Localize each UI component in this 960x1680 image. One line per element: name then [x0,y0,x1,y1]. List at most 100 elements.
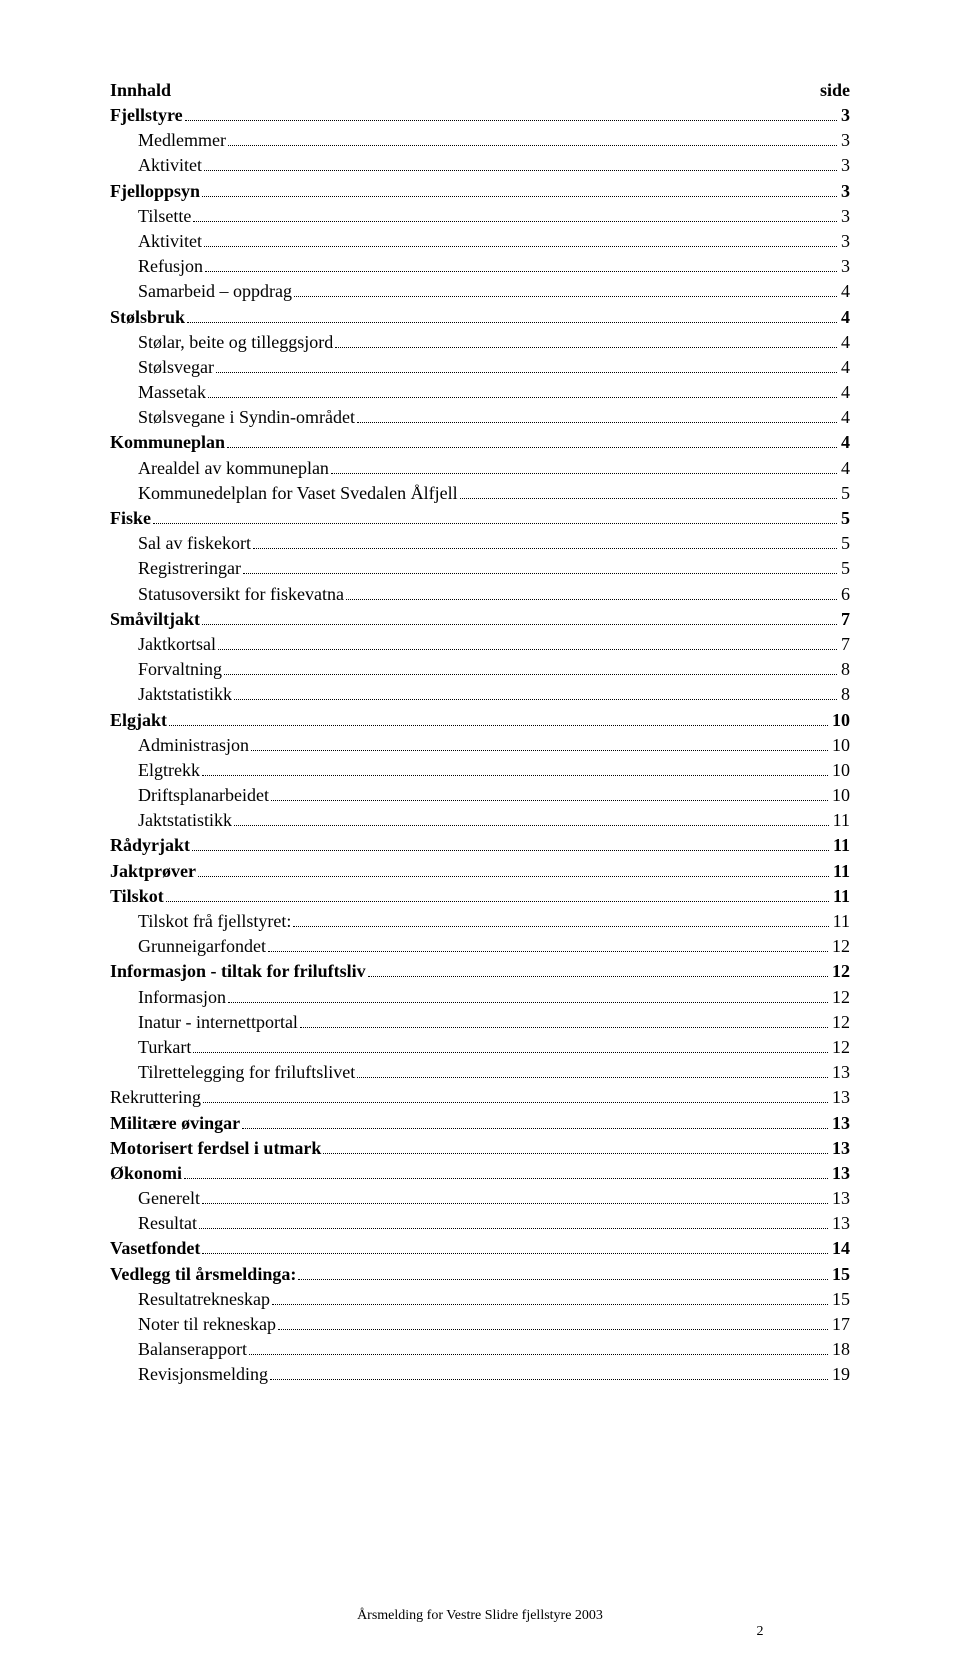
toc-label: Jaktstatistikk [138,808,232,833]
toc-line: Tilskot11 [110,884,850,909]
toc-label: Tilskot [110,884,164,909]
toc-label: Aktivitet [138,229,202,254]
toc-label-wrap: Forvaltning [110,657,839,682]
toc-line: Jaktkortsal7 [110,632,850,657]
toc-label: Stølsvegane i Syndin-området [138,405,355,430]
toc-page-number: 4 [839,405,850,430]
toc-line: Rekruttering13 [110,1085,850,1110]
toc-line: Resultat13 [110,1211,850,1236]
toc-label-wrap: Rådyrjakt [110,833,831,858]
toc-dots [166,901,829,902]
toc-page-number: 10 [830,708,850,733]
toc-dots [202,1253,828,1254]
toc-label-wrap: Administrasjon [110,733,830,758]
toc-page-number: 5 [839,481,850,506]
toc-label: Revisjonsmelding [138,1362,268,1387]
toc-label: Rekruttering [110,1085,201,1110]
toc-label: Statusoversikt for fiskevatna [138,582,344,607]
toc-label-wrap: Militære øvingar [110,1111,830,1136]
toc-page-number: 11 [831,909,850,934]
toc-dots [203,1102,828,1103]
toc-label-wrap: Balanserapport [110,1337,830,1362]
toc-dots [202,624,837,625]
toc-label: Massetak [138,380,206,405]
toc-label-wrap: Jaktprøver [110,859,831,884]
toc-line: Statusoversikt for fiskevatna6 [110,582,850,607]
toc-line: Fjellstyre3 [110,103,850,128]
toc-label-wrap: Stølsvegar [110,355,839,380]
toc-page-number: 5 [839,506,850,531]
toc-dots [192,850,829,851]
toc-dots [251,750,828,751]
toc-dots [205,271,837,272]
toc-label: Tilrettelegging for friluftslivet [138,1060,355,1085]
toc-page-number: 12 [830,959,850,984]
toc-line: Grunneigarfondet12 [110,934,850,959]
toc-page-number: 13 [830,1111,850,1136]
toc-line: Driftsplanarbeidet10 [110,783,850,808]
toc-dots [346,599,837,600]
toc-page-number: 3 [839,254,850,279]
toc-label-wrap: Sal av fiskekort [110,531,839,556]
toc-page-number: 4 [839,330,850,355]
toc-label: Kommunedelplan for Vaset Svedalen Ålfjel… [138,481,458,506]
toc-label: Informasjon - tiltak for friluftsliv [110,959,366,984]
toc-line: Balanserapport18 [110,1337,850,1362]
toc-label: Økonomi [110,1161,182,1186]
toc-line: Administrasjon10 [110,733,850,758]
toc-label: Sal av fiskekort [138,531,251,556]
toc-label-wrap: Jaktstatistikk [110,682,839,707]
toc-line: Fjelloppsyn3 [110,179,850,204]
toc-label-wrap: Informasjon [110,985,830,1010]
toc-label: Tilskot frå fjellstyret: [138,909,291,934]
toc-dots [169,725,828,726]
toc-page-number: 15 [830,1287,850,1312]
toc-page-number: 7 [839,607,850,632]
toc-line: Turkart12 [110,1035,850,1060]
toc-page-number: 4 [839,355,850,380]
toc-page-number: 13 [830,1161,850,1186]
toc-line: Forvaltning8 [110,657,850,682]
toc-label: Noter til rekneskap [138,1312,276,1337]
toc-page-number: 12 [830,1035,850,1060]
toc-page-number: 12 [830,985,850,1010]
toc-label-wrap: Stølar, beite og tilleggsjord [110,330,839,355]
toc-page-number: 14 [830,1236,850,1261]
toc-label-wrap: Stølsbruk [110,305,839,330]
toc-page-number: 17 [830,1312,850,1337]
toc-dots [153,523,837,524]
toc-page-number: 5 [839,556,850,581]
header-left: Innhald [110,80,171,101]
toc-label-wrap: Vedlegg til årsmeldinga: [110,1262,830,1287]
toc-dots [187,322,837,323]
toc-dots [271,800,828,801]
toc-label-wrap: Registreringar [110,556,839,581]
toc-label-wrap: Fiske [110,506,839,531]
toc-line: Noter til rekneskap 17 [110,1312,850,1337]
toc-page-number: 8 [839,682,850,707]
toc-line: Informasjon12 [110,985,850,1010]
toc-line: Tilsette3 [110,204,850,229]
toc-dots [227,447,837,448]
toc-line: Tilrettelegging for friluftslivet13 [110,1060,850,1085]
toc-line: Jaktstatistikk11 [110,808,850,833]
toc-label: Militære øvingar [110,1111,240,1136]
toc-label-wrap: Arealdel av kommuneplan [110,456,839,481]
toc-dots [228,145,837,146]
toc-label-wrap: Aktivitet [110,229,839,254]
toc-dots [278,1329,828,1330]
toc-label: Registreringar [138,556,241,581]
toc-dots [243,573,837,574]
toc-label-wrap: Medlemmer [110,128,839,153]
toc-page-number: 4 [839,279,850,304]
toc-dots [202,1203,828,1204]
toc-label: Kommuneplan [110,430,225,455]
toc-label-wrap: Samarbeid – oppdrag [110,279,839,304]
toc-line: Informasjon - tiltak for friluftsliv 12 [110,959,850,984]
toc-line: Økonomi 13 [110,1161,850,1186]
toc-page-number: 4 [839,305,850,330]
toc-dots [357,1077,828,1078]
toc-line: Kommuneplan4 [110,430,850,455]
toc-page-number: 3 [839,229,850,254]
toc-label-wrap: Vasetfondet [110,1236,830,1261]
